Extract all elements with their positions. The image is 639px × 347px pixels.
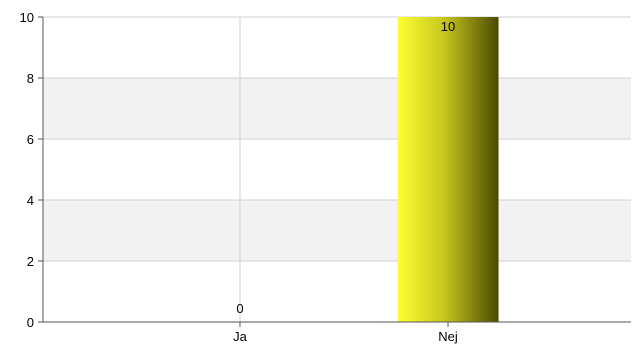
y-axis-ticks: 0 2 4 6 8 10 xyxy=(20,10,43,330)
background-bands xyxy=(43,78,631,261)
bars xyxy=(397,17,499,322)
y-tick-label-2: 2 xyxy=(27,254,34,269)
y-tick-label-4: 4 xyxy=(27,193,34,208)
x-tick-label-Ja: Ja xyxy=(233,329,248,344)
y-tick-label-0: 0 xyxy=(27,315,34,330)
axes xyxy=(38,17,631,323)
data-label-Ja: 0 xyxy=(236,301,243,316)
bar-Nej xyxy=(397,17,499,322)
y-tick-label-10: 10 xyxy=(20,10,34,25)
x-tick-label-Nej: Nej xyxy=(438,329,458,344)
x-axis-ticks: Ja Nej xyxy=(233,322,458,344)
data-label-Nej: 10 xyxy=(441,19,455,34)
y-tick-label-8: 8 xyxy=(27,71,34,86)
y-tick-label-6: 6 xyxy=(27,132,34,147)
band-6-8 xyxy=(43,78,631,139)
gridlines xyxy=(43,16,631,262)
data-labels: 0 10 xyxy=(236,19,455,316)
band-2-4 xyxy=(43,200,631,261)
